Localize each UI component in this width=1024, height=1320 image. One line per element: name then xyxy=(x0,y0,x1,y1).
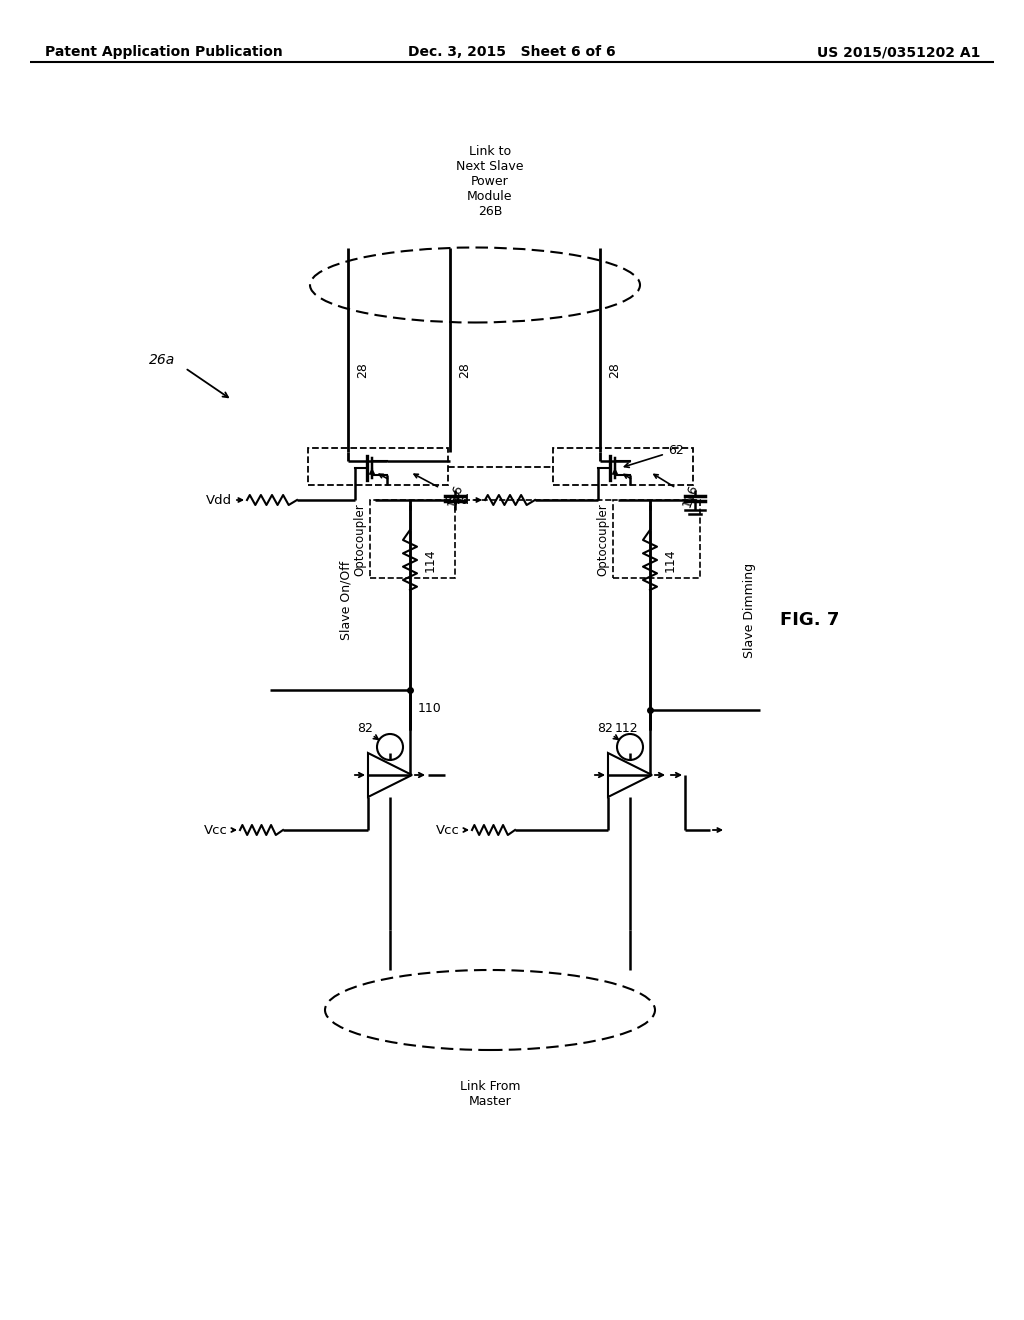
Text: Optocoupler: Optocoupler xyxy=(597,504,609,577)
Text: 82: 82 xyxy=(597,722,613,735)
Text: 116: 116 xyxy=(680,483,700,510)
Text: Optocoupler: Optocoupler xyxy=(353,504,367,577)
Text: 116: 116 xyxy=(445,483,465,510)
Text: 110: 110 xyxy=(418,701,441,714)
Text: Vdd: Vdd xyxy=(206,494,232,507)
Text: 28: 28 xyxy=(458,362,471,378)
Text: 28: 28 xyxy=(356,362,369,378)
Text: 112: 112 xyxy=(614,722,638,734)
Text: Vcc: Vcc xyxy=(204,824,228,837)
Text: 28: 28 xyxy=(608,362,621,378)
Text: 82: 82 xyxy=(357,722,373,735)
Text: 114: 114 xyxy=(664,548,677,572)
Text: Slave On/Off: Slave On/Off xyxy=(340,561,352,640)
Text: 26a: 26a xyxy=(148,352,175,367)
Text: Vcc: Vcc xyxy=(436,824,460,837)
Text: Link From
Master: Link From Master xyxy=(460,1080,520,1107)
Text: Vdd: Vdd xyxy=(443,494,470,507)
Text: 114: 114 xyxy=(424,548,437,572)
Text: Dec. 3, 2015   Sheet 6 of 6: Dec. 3, 2015 Sheet 6 of 6 xyxy=(409,45,615,59)
Text: Patent Application Publication: Patent Application Publication xyxy=(45,45,283,59)
Text: 62: 62 xyxy=(668,444,684,457)
Text: US 2015/0351202 A1: US 2015/0351202 A1 xyxy=(816,45,980,59)
Text: Link to
Next Slave
Power
Module
26B: Link to Next Slave Power Module 26B xyxy=(457,145,523,218)
Text: Slave Dimming: Slave Dimming xyxy=(743,562,757,657)
Text: FIG. 7: FIG. 7 xyxy=(780,611,840,630)
